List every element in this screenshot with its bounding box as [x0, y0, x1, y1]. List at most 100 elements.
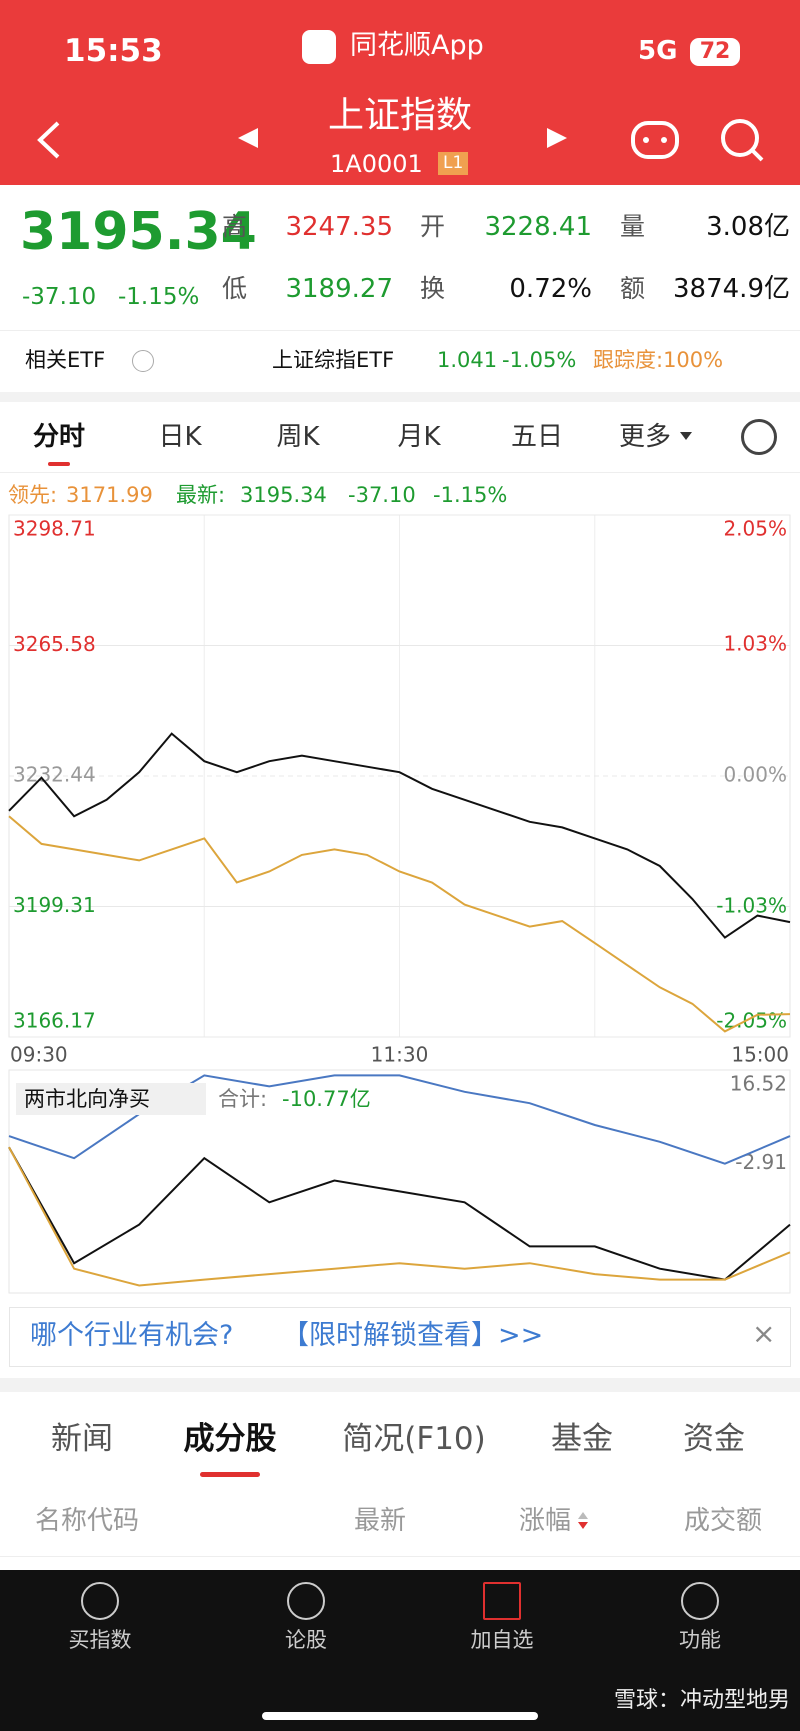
nav-label[interactable]: 买指数	[68, 1628, 132, 1652]
chart-tab[interactable]: 周K	[276, 422, 320, 452]
latest-label: 最新:	[176, 483, 226, 507]
change: -37.10	[22, 284, 97, 310]
nav-label[interactable]: 功能	[679, 1628, 721, 1652]
x-tick-label: 15:00	[731, 1043, 789, 1067]
chart-tab[interactable]: 五日	[510, 422, 563, 452]
column-header[interactable]: 最新	[353, 1506, 406, 1536]
section-tab[interactable]: 资金	[683, 1421, 745, 1457]
y-tick-label: 3298.71	[13, 517, 96, 541]
y2-tick-label: 1.03%	[723, 631, 787, 655]
nav-label[interactable]: 论股	[285, 1628, 327, 1652]
divider	[0, 1556, 800, 1557]
gap	[0, 1378, 800, 1392]
banner-link[interactable]: 【限时解锁查看】>>	[282, 1320, 544, 1351]
field-value: 3874.9亿	[673, 274, 790, 304]
banner[interactable]	[9, 1307, 791, 1367]
robot[interactable]	[631, 121, 679, 159]
close[interactable]: ×	[752, 1317, 776, 1350]
field-label: 低	[222, 274, 248, 303]
code: 1A0001	[330, 150, 423, 178]
nav-icon[interactable]	[81, 1582, 119, 1620]
column-header[interactable]: 涨幅	[518, 1506, 571, 1536]
series-line	[8, 815, 791, 1033]
etf-label: 相关ETF	[25, 348, 106, 372]
column-header[interactable]: 成交额	[683, 1506, 762, 1536]
field-label: 量	[620, 212, 646, 241]
y2-tick-label: -2.05%	[716, 1009, 787, 1033]
sort-up	[578, 1512, 588, 1519]
info-change-pct: -1.15%	[433, 483, 508, 507]
chart-tab[interactable]: 日K	[158, 422, 202, 452]
flow-total: -10.77亿	[282, 1087, 371, 1111]
next[interactable]	[547, 128, 567, 148]
watermark: 雪球：冲动型地男	[613, 1688, 790, 1713]
field-value: 0.72%	[509, 274, 592, 304]
nav-label[interactable]: 加自选	[470, 1628, 534, 1652]
field-value: 3.08亿	[706, 212, 790, 242]
search[interactable]	[721, 119, 759, 157]
app-icon	[302, 30, 336, 64]
header-bg	[0, 0, 800, 185]
sort-down	[578, 1522, 588, 1529]
header-icons	[37, 119, 764, 162]
tab-underline	[48, 462, 70, 466]
nav-icon[interactable]	[483, 1582, 521, 1620]
field-value: 3189.27	[285, 274, 393, 304]
section-tab[interactable]: 新闻	[51, 1421, 113, 1457]
home-indicator	[262, 1712, 538, 1720]
latest-value: 3195.34	[240, 483, 327, 507]
series-line	[8, 732, 791, 939]
y-tick-label: -2.91	[735, 1150, 787, 1174]
chart-tab[interactable]: 月K	[397, 422, 441, 452]
change-pct: -1.15%	[118, 284, 200, 310]
y-tick-label: 3265.58	[13, 632, 96, 656]
x-tick-label: 09:30	[10, 1043, 68, 1067]
section-tab[interactable]: 简况(F10)	[342, 1421, 486, 1457]
gap	[0, 392, 800, 402]
title: 上证指数	[327, 95, 472, 136]
etf-tracking: 跟踪度:100%	[593, 348, 724, 372]
status-time: 15:53	[64, 33, 163, 69]
section-tab[interactable]: 基金	[551, 1421, 613, 1457]
field-value: 3247.35	[285, 212, 393, 242]
y2-tick-label: 2.05%	[723, 517, 787, 541]
chart-tab[interactable]: 分时	[32, 422, 85, 452]
field-label: 开	[420, 212, 446, 241]
price: 3195.34	[20, 202, 257, 262]
y2-tick-label: 0.00%	[723, 763, 787, 787]
chart-tab[interactable]: 更多	[618, 422, 671, 452]
nav-icon[interactable]	[681, 1582, 719, 1620]
series-line	[8, 1146, 791, 1287]
flow-selector[interactable]	[16, 1083, 206, 1115]
flow-title: 两市北向净买	[24, 1087, 150, 1111]
more-arrow	[680, 432, 692, 440]
column-header[interactable]: 名称代码	[35, 1506, 140, 1536]
series-line	[8, 1146, 791, 1281]
banner-text: 哪个行业有机会?	[30, 1320, 234, 1351]
y-tick-label: 16.52	[730, 1072, 787, 1096]
lead-label: 领先:	[8, 483, 58, 507]
y2-tick-label: -1.03%	[716, 894, 787, 918]
section-tab[interactable]: 成分股	[183, 1421, 277, 1457]
nav-bar	[0, 1570, 800, 1731]
charts: 3298.71 3265.58 3232.44 3199.31 3166.17 2.05%…	[8, 514, 791, 1294]
settings[interactable]	[741, 419, 777, 455]
flow-total-label: 合计:	[218, 1087, 268, 1111]
plot-frame	[8, 1069, 791, 1294]
info-icon[interactable]	[132, 350, 154, 372]
x-tick-label: 11:30	[371, 1043, 429, 1067]
field-label: 高	[222, 212, 248, 241]
field-label: 额	[620, 274, 646, 303]
field-label: 换	[420, 274, 446, 303]
network: 5G	[638, 36, 678, 66]
lead-value: 3171.99	[66, 483, 153, 507]
prev[interactable]	[238, 128, 258, 148]
field-value: 3228.41	[484, 212, 592, 242]
divider	[0, 472, 800, 473]
back[interactable]	[37, 121, 60, 159]
info-change: -37.10	[348, 483, 416, 507]
nav-icon[interactable]	[287, 1582, 325, 1620]
y-tick-label: 3199.31	[13, 893, 96, 917]
etf-price: 1.041	[437, 348, 498, 372]
